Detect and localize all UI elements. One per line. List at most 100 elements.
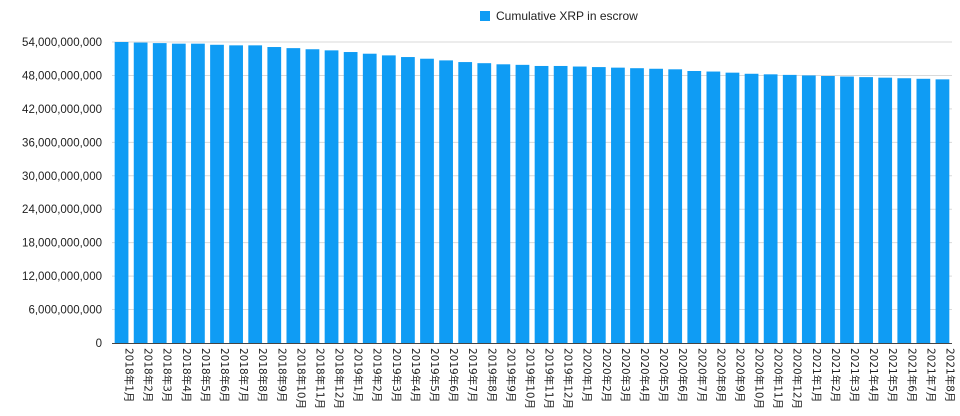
bar (763, 74, 778, 343)
bar (515, 64, 530, 343)
bar (114, 42, 129, 343)
x-tick-label: 2021年1月 (810, 348, 823, 402)
x-tick-label: 2018年2月 (142, 348, 155, 402)
x-tick-label: 2019年5月 (428, 348, 441, 402)
bars (114, 42, 950, 344)
x-tick-label: 2018年7月 (237, 348, 250, 402)
x-tick-label: 2020年2月 (600, 348, 613, 402)
x-tick-label: 2020年3月 (619, 348, 632, 402)
x-axis-tick-labels: 2018年1月 2018年2月 2018年3月 2018年4月 2018年5月 2018年… (123, 348, 957, 409)
x-tick-label: 2020年12月 (791, 348, 804, 409)
bar (191, 43, 205, 344)
bar (878, 77, 893, 344)
x-tick-label: 2018年3月 (161, 348, 174, 402)
bar (362, 53, 377, 344)
x-tick-label: 2018年5月 (199, 348, 212, 402)
x-tick-label: 2021年8月 (943, 348, 956, 402)
x-tick-label: 2020年5月 (657, 348, 670, 402)
x-tick-label: 2019年9月 (504, 348, 517, 402)
bar (935, 79, 950, 343)
x-tick-label: 2019年7月 (466, 348, 479, 402)
x-tick-label: 2019年1月 (352, 348, 365, 402)
bar (305, 49, 320, 343)
bar (782, 74, 797, 343)
bar (725, 72, 740, 343)
bar (706, 71, 721, 343)
bar (477, 63, 492, 344)
y-tick-label: 18,000,000,000 (22, 238, 102, 250)
x-tick-label: 2018年12月 (333, 348, 346, 409)
bar (916, 78, 931, 343)
y-tick-label: 42,000,000,000 (22, 104, 102, 116)
y-tick-label: 0 (96, 338, 102, 350)
bar (897, 78, 912, 343)
bar (591, 67, 606, 343)
x-tick-label: 2020年8月 (714, 348, 727, 402)
bar (534, 65, 549, 343)
bar (840, 76, 854, 343)
x-tick-label: 2020年10月 (753, 348, 766, 409)
y-tick-label: 6,000,000,000 (28, 305, 102, 317)
bar (553, 65, 568, 343)
bar (133, 42, 148, 344)
x-tick-label: 2019年11月 (543, 348, 556, 409)
bar (630, 68, 644, 343)
x-tick-label: 2019年6月 (447, 348, 460, 402)
x-tick-label: 2019年8月 (485, 348, 498, 402)
bar (171, 43, 186, 344)
bar (420, 58, 434, 343)
y-axis-tick-labels: 0 6,000,000,000 12,000,000,000 18,000,000,0… (22, 37, 102, 350)
y-tick-label: 48,000,000,000 (22, 70, 102, 82)
y-tick-label: 36,000,000,000 (22, 137, 102, 149)
x-tick-label: 2018年1月 (123, 348, 136, 402)
y-tick-label: 54,000,000,000 (22, 37, 102, 49)
x-tick-label: 2019年2月 (371, 348, 384, 402)
y-tick-label: 12,000,000,000 (22, 271, 102, 283)
bar (381, 55, 396, 343)
bar (343, 52, 358, 343)
x-tick-label: 2018年6月 (218, 348, 231, 402)
legend: Cumulative XRP in escrow (480, 9, 638, 23)
bar (687, 70, 702, 344)
bar (801, 75, 816, 343)
bar (668, 69, 683, 343)
x-tick-label: 2018年10月 (294, 348, 307, 409)
bar (611, 67, 625, 343)
bar (401, 57, 415, 344)
x-tick-label: 2020年4月 (638, 348, 651, 402)
bar (152, 43, 167, 344)
bar (744, 73, 759, 344)
bar (458, 62, 473, 343)
x-tick-label: 2021年3月 (848, 348, 861, 402)
x-tick-label: 2018年8月 (256, 348, 269, 402)
legend-swatch (480, 11, 490, 21)
x-tick-label: 2020年6月 (676, 348, 689, 402)
x-tick-label: 2019年3月 (390, 348, 403, 402)
bar (267, 47, 282, 344)
x-tick-label: 2020年7月 (695, 348, 708, 402)
x-tick-label: 2020年9月 (733, 348, 746, 402)
x-tick-label: 2021年6月 (905, 348, 918, 402)
bar (324, 50, 339, 344)
y-tick-label: 24,000,000,000 (22, 204, 102, 216)
bar (229, 45, 243, 344)
bar (649, 68, 663, 343)
bar (286, 48, 301, 343)
x-tick-label: 2019年12月 (562, 348, 575, 409)
bar (439, 60, 453, 343)
bar (248, 45, 263, 344)
legend-label: Cumulative XRP in escrow (496, 9, 638, 23)
x-tick-label: 2019年4月 (409, 348, 422, 402)
x-tick-label: 2018年11月 (313, 348, 326, 409)
x-tick-label: 2021年4月 (867, 348, 880, 402)
bar (821, 76, 835, 343)
bar (859, 77, 873, 344)
x-tick-label: 2021年7月 (924, 348, 937, 402)
x-tick-label: 2020年1月 (581, 348, 594, 402)
x-tick-label: 2019年10月 (523, 348, 536, 409)
x-tick-label: 2020年11月 (772, 348, 785, 409)
y-tick-label: 30,000,000,000 (22, 171, 102, 183)
x-tick-label: 2021年5月 (886, 348, 899, 402)
x-tick-label: 2018年9月 (275, 348, 288, 402)
